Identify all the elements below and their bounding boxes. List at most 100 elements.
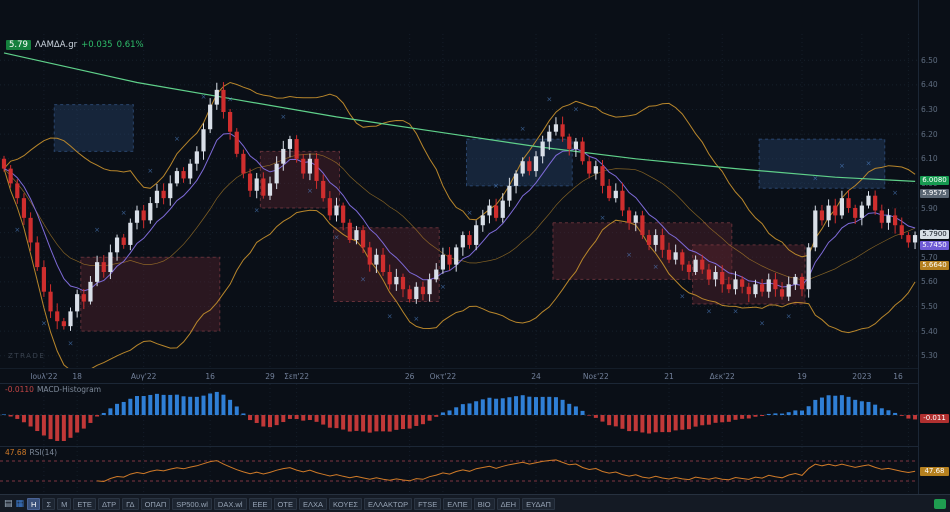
- price-tick-label: 6.30: [921, 105, 938, 115]
- price-tag: 5.7900: [920, 230, 949, 240]
- price-tick-label: 6.20: [921, 129, 938, 139]
- time-axis-label: Σεπ'22: [284, 372, 310, 381]
- svg-text:×: ×: [626, 251, 632, 259]
- timeframe-button[interactable]: Η: [27, 497, 41, 510]
- panel-divider: [0, 383, 950, 384]
- ticker-button[interactable]: ΓΔ: [122, 497, 139, 510]
- rsi-value: 47.68: [5, 448, 27, 457]
- ticker-button[interactable]: ΕΥΔΑΠ: [522, 497, 555, 510]
- svg-text:×: ×: [387, 312, 393, 320]
- panel-divider: [0, 446, 950, 447]
- ticker-button[interactable]: FTSE: [414, 497, 442, 510]
- rsi-name: RSI(14): [29, 448, 58, 457]
- svg-text:×: ×: [573, 106, 579, 114]
- price-tag: 6.0080: [920, 176, 949, 186]
- svg-text:×: ×: [892, 189, 898, 197]
- svg-text:×: ×: [759, 320, 765, 328]
- time-axis-label: 16: [893, 372, 903, 381]
- svg-text:×: ×: [520, 125, 526, 133]
- time-axis-label: Νοε'22: [582, 372, 609, 381]
- symbol-header: 5.79 ΛΑΜΔΑ.gr +0.035 0.61%: [6, 40, 144, 50]
- price-tick-label: 5.60: [921, 277, 938, 287]
- price-tag: 5.7450: [920, 241, 949, 251]
- time-axis-label: 29: [265, 372, 275, 381]
- macd-chart[interactable]: -0.0110 MACD-Histogram: [0, 384, 918, 446]
- ticker-button[interactable]: ΕΕΕ: [248, 497, 272, 510]
- price-tick-label: 6.50: [921, 55, 938, 65]
- rsi-chart[interactable]: 47.68 RSI(14): [0, 447, 918, 494]
- symbol-name: ΛΑΜΔΑ.gr: [34, 40, 78, 50]
- price-change-percent: 0.61%: [116, 40, 144, 50]
- timeframe-button[interactable]: Μ: [57, 497, 72, 510]
- svg-text:×: ×: [280, 113, 286, 121]
- price-tick-label: 5.70: [921, 252, 938, 262]
- svg-text:×: ×: [786, 312, 792, 320]
- ticker-button[interactable]: ΟΤΕ: [273, 497, 297, 510]
- price-tag: 5.6640: [920, 261, 949, 271]
- macd-value-tag: -0.011: [920, 414, 949, 424]
- chart-list-icon[interactable]: ▤: [4, 498, 13, 509]
- time-axis-label: Οκτ'22: [429, 372, 457, 381]
- candlestick-chart[interactable]: × × × × × × × × × × × × × × × × × × × × × × × × × × × × × × × × × ×: [0, 0, 918, 372]
- price-tick-label: 5.40: [921, 326, 938, 336]
- time-axis-label: Αυγ'22: [130, 372, 157, 381]
- platform-watermark: ZTRADE: [8, 352, 46, 360]
- svg-text:×: ×: [227, 96, 233, 104]
- time-axis-label: 21: [664, 372, 674, 381]
- timeframe-button[interactable]: Σ: [42, 497, 56, 510]
- ticker-button[interactable]: ΕΛΧΑ: [298, 497, 327, 510]
- rsi-label: 47.68 RSI(14): [5, 448, 57, 457]
- price-tick-label: 6.10: [921, 154, 938, 164]
- time-axis-label: 16: [205, 372, 215, 381]
- time-axis[interactable]: Ιουλ'22 18 Αυγ'22 16 29 Σεπ'22 26 Οκτ'22 24 Νοε'2…: [0, 368, 918, 384]
- ticker-button[interactable]: ΕΛΠΕ: [443, 497, 472, 510]
- svg-text:×: ×: [653, 263, 659, 271]
- svg-text:×: ×: [493, 182, 499, 190]
- price-tick-label: 5.30: [921, 351, 938, 361]
- svg-text:×: ×: [413, 315, 419, 323]
- time-axis-label: Ιουλ'22: [30, 372, 58, 381]
- svg-text:×: ×: [866, 160, 872, 168]
- price-axis[interactable]: 6.506.406.306.206.106.005.905.805.705.60…: [918, 0, 950, 494]
- bottom-toolbar: ▤ ▦ Η Σ Μ ΕΤΕ ΔΤΡ ΓΔ ΟΠΑΠ SP500.wl DAX.wl ΕΕΕ ΟΤΕ Ε…: [0, 494, 950, 512]
- ticker-button[interactable]: ΚΟΥΕΣ: [328, 497, 362, 510]
- ticker-button[interactable]: ΕΛΛΑΚΤΩΡ: [364, 497, 413, 510]
- time-axis-label: Δεκ'22: [709, 372, 735, 381]
- price-tick-label: 5.90: [921, 203, 938, 213]
- svg-text:×: ×: [14, 226, 20, 234]
- svg-text:×: ×: [94, 226, 100, 234]
- svg-text:×: ×: [600, 214, 606, 222]
- ticker-button[interactable]: ΟΠΑΠ: [140, 497, 171, 510]
- price-tag: 5.9575: [920, 188, 949, 198]
- price-tick-label: 5.50: [921, 301, 938, 311]
- time-axis-label: 18: [72, 372, 82, 381]
- ticker-button[interactable]: DAX.wl: [213, 497, 247, 510]
- svg-text:×: ×: [360, 275, 366, 283]
- svg-text:×: ×: [440, 283, 446, 291]
- ticker-button[interactable]: ΕΤΕ: [73, 497, 96, 510]
- time-axis-label: 19: [797, 372, 807, 381]
- time-axis-label: 24: [531, 372, 541, 381]
- svg-text:×: ×: [812, 174, 818, 182]
- svg-text:×: ×: [201, 93, 207, 101]
- svg-text:×: ×: [254, 206, 260, 214]
- svg-text:×: ×: [68, 339, 74, 347]
- time-axis-label: 26: [404, 372, 415, 381]
- svg-text:×: ×: [307, 187, 313, 195]
- ticker-button[interactable]: ΔΤΡ: [97, 497, 121, 510]
- svg-text:×: ×: [733, 307, 739, 315]
- watchlist-grid-icon[interactable]: ▦: [15, 498, 25, 509]
- svg-text:×: ×: [679, 293, 685, 301]
- svg-text:×: ×: [706, 307, 712, 315]
- svg-text:×: ×: [839, 162, 845, 170]
- ticker-button[interactable]: ΒΙΟ: [473, 497, 495, 510]
- svg-text:×: ×: [174, 135, 180, 143]
- ticker-button[interactable]: ΔΕΗ: [496, 497, 521, 510]
- svg-text:×: ×: [41, 320, 47, 328]
- price-tick-label: 6.40: [921, 80, 938, 90]
- svg-text:×: ×: [467, 209, 473, 217]
- macd-name: MACD-Histogram: [36, 385, 102, 394]
- ticker-button[interactable]: SP500.wl: [172, 497, 212, 510]
- price-change: +0.035: [81, 40, 113, 50]
